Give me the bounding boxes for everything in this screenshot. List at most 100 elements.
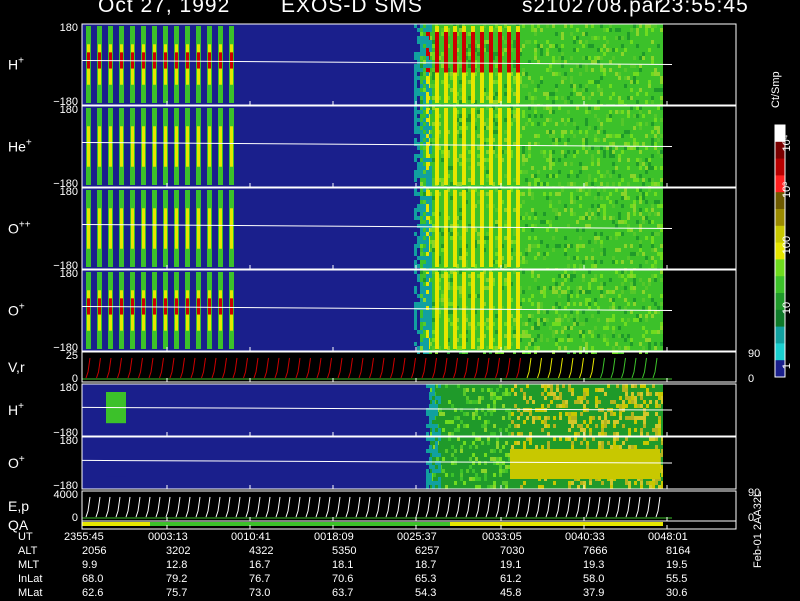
spectrogram-pixel bbox=[588, 126, 591, 130]
spectrogram-pixel bbox=[645, 92, 648, 96]
spectrogram-pixel bbox=[592, 416, 595, 420]
spectrogram-pixel bbox=[474, 126, 477, 130]
spectrogram-pixel bbox=[534, 72, 537, 76]
spectrogram-pixel bbox=[630, 274, 633, 278]
spectrogram-pixel bbox=[472, 416, 475, 420]
spectrogram-pixel bbox=[561, 256, 564, 260]
spectrogram-pixel bbox=[567, 282, 570, 286]
spectrogram-pixel bbox=[432, 485, 435, 489]
spectrogram-pixel bbox=[522, 298, 525, 302]
spectrogram-pixel bbox=[417, 264, 420, 268]
spectrogram-pixel bbox=[420, 44, 423, 48]
spectrogram-pixel bbox=[654, 142, 657, 146]
trace-line bbox=[526, 357, 532, 379]
spectrogram-pixel bbox=[624, 64, 627, 68]
spectrogram-stripe bbox=[480, 190, 484, 267]
spectrogram-pixel bbox=[597, 310, 600, 314]
spectrogram-pixel bbox=[414, 216, 417, 220]
spectrogram-pixel bbox=[465, 96, 468, 100]
trace-line bbox=[365, 496, 371, 518]
spectrogram-pixel bbox=[609, 110, 612, 114]
spectrogram-pixel bbox=[495, 24, 498, 28]
spectrogram-stripe bbox=[435, 190, 439, 267]
colorbar-segment bbox=[775, 276, 785, 294]
spectrogram-pixel bbox=[561, 326, 564, 330]
spectrogram-stripe-peak bbox=[426, 32, 430, 73]
spectrogram-pixel bbox=[546, 52, 549, 56]
spectrogram-pixel bbox=[549, 224, 552, 228]
spectrogram-pixel bbox=[432, 240, 435, 244]
trace-line bbox=[125, 496, 131, 518]
spectrogram-pixel bbox=[567, 264, 570, 268]
spectrogram-pixel bbox=[651, 236, 654, 240]
spectrogram-pixel bbox=[540, 220, 543, 224]
table-cell: 19.1 bbox=[500, 559, 522, 571]
spectrogram-pixel bbox=[633, 138, 636, 142]
spectrogram-pixel bbox=[588, 192, 591, 196]
spectrogram-pixel bbox=[447, 32, 450, 36]
spectrogram-pixel bbox=[463, 388, 466, 392]
spectrogram-pixel bbox=[513, 76, 516, 80]
spectrogram-pixel bbox=[544, 396, 547, 400]
spectrogram-pixel bbox=[438, 56, 441, 60]
spectrogram-pixel bbox=[549, 134, 552, 138]
spectrogram-pixel bbox=[513, 240, 516, 244]
spectrogram-pixel bbox=[426, 294, 429, 298]
spectrogram-pixel bbox=[417, 118, 420, 122]
spectrogram-pixel bbox=[475, 408, 478, 412]
spectrogram-pixel bbox=[576, 118, 579, 122]
spectrogram-pixel bbox=[420, 122, 423, 126]
spectrogram-pixel bbox=[520, 485, 523, 489]
tick-label: −180 bbox=[53, 178, 78, 190]
spectrogram-pixel bbox=[477, 162, 480, 166]
table-row-label: MLT bbox=[18, 559, 40, 571]
spectrogram-pixel bbox=[537, 334, 540, 338]
spectrogram-pixel bbox=[426, 260, 429, 264]
spectrogram-pixel bbox=[561, 106, 564, 110]
spectrogram-pixel bbox=[561, 44, 564, 48]
spectrogram-pixel bbox=[525, 158, 528, 162]
spectrogram-pixel bbox=[582, 282, 585, 286]
spectrogram-pixel bbox=[537, 286, 540, 290]
spectrogram-pixel bbox=[639, 318, 642, 322]
colorbar-segment bbox=[775, 360, 785, 378]
spectrogram-pixel bbox=[640, 481, 643, 485]
spectrogram-pixel bbox=[414, 138, 417, 142]
table-cell: 61.2 bbox=[500, 573, 522, 585]
spectrogram-pixel bbox=[522, 334, 525, 338]
spectrogram-pixel bbox=[540, 170, 543, 174]
spectrogram-pixel bbox=[426, 449, 429, 453]
spectrogram-pixel bbox=[420, 162, 423, 166]
spectrogram-pixel bbox=[417, 126, 420, 130]
spectrogram-pixel bbox=[591, 278, 594, 282]
spectrogram-pixel bbox=[600, 240, 603, 244]
spectrogram-pixel bbox=[615, 72, 618, 76]
spectrogram-pixel bbox=[543, 212, 546, 216]
spectrogram-pixel bbox=[618, 100, 621, 104]
trace-line bbox=[81, 223, 673, 229]
spectrogram-pixel bbox=[484, 412, 487, 416]
spectrogram-pixel bbox=[597, 138, 600, 142]
spectrogram-pixel bbox=[426, 424, 429, 428]
spectrogram-pixel bbox=[564, 290, 567, 294]
spectrogram-pixel bbox=[540, 302, 543, 306]
spectrogram-pixel bbox=[597, 60, 600, 64]
spectrogram-pixel bbox=[597, 306, 600, 310]
spectrogram-pixel bbox=[546, 92, 549, 96]
spectrogram-pixel bbox=[423, 166, 426, 170]
spectrogram-pixel bbox=[640, 384, 643, 388]
tick-label: 180 bbox=[60, 22, 78, 34]
spectrogram-pixel bbox=[622, 388, 625, 392]
spectrogram-pixel bbox=[633, 56, 636, 60]
spectrogram-pixel bbox=[465, 158, 468, 162]
trace-line bbox=[645, 496, 651, 518]
spectrogram-pixel bbox=[637, 392, 640, 396]
spectrogram-pixel bbox=[505, 408, 508, 412]
spectrogram-pixel bbox=[438, 256, 441, 260]
spectrogram-pixel bbox=[432, 212, 435, 216]
spectrogram-pixel bbox=[555, 208, 558, 212]
spectrogram-stripe-peak bbox=[219, 298, 222, 315]
spectrogram-pixel bbox=[420, 204, 423, 208]
spectrogram-pixel bbox=[510, 188, 513, 192]
spectrogram-pixel bbox=[465, 228, 468, 232]
